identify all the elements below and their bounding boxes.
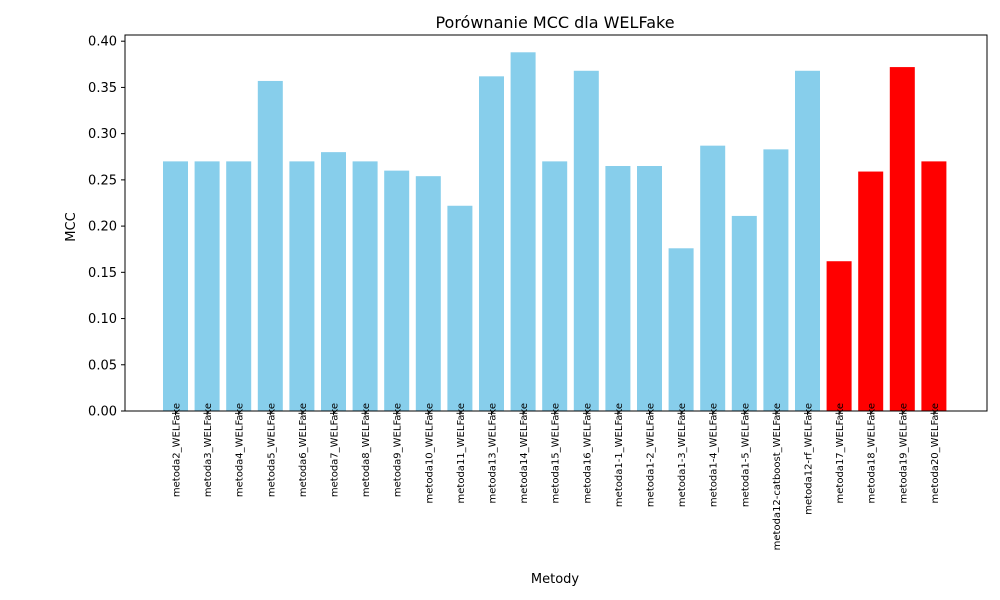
x-tick-label: metoda17_WELFake: [835, 403, 846, 503]
x-tick-label: metoda15_WELFake: [551, 403, 562, 503]
bar-metoda4_WELFake: [226, 161, 252, 411]
y-tick-label: 0.15: [88, 266, 117, 281]
y-tick-label: 0.10: [88, 312, 117, 327]
x-tick-label: metoda14_WELFake: [519, 403, 530, 503]
x-tick-label: metoda4_WELFake: [235, 403, 246, 497]
bar-metoda15_WELFake: [542, 161, 568, 411]
bar-metoda13_WELFake: [479, 76, 504, 411]
x-tick-label: metoda12-rf_WELFake: [804, 403, 815, 515]
x-tick-label: metoda20_WELFake: [930, 403, 941, 503]
bar-metoda16_WELFake: [573, 70, 599, 411]
x-tick-label: metoda16_WELFake: [582, 403, 593, 503]
bar-metoda19_WELFake: [889, 67, 915, 411]
bar-metoda1-1_WELFake: [605, 166, 631, 411]
bars-group: [163, 52, 947, 412]
x-tick-label: metoda11_WELFake: [456, 403, 467, 503]
x-tick-label: metoda13_WELFake: [488, 403, 499, 503]
bar-metoda10_WELFake: [415, 176, 441, 411]
x-tick-label: metoda18_WELFake: [867, 403, 878, 503]
x-ticks-group: metoda2_WELFake metoda3_WELFake metoda4_WE…: [172, 403, 941, 550]
bar-metoda2_WELFake: [163, 161, 188, 411]
x-tick-label: metoda1-5_WELFake: [740, 403, 751, 507]
y-ticks-group: 0.00 0.05 0.10 0.15 0.20 0.25 0.30 0.35 0.40: [88, 35, 125, 420]
y-tick-label: 0.25: [88, 173, 117, 188]
x-tick-label: metoda7_WELFake: [330, 403, 341, 497]
bar-metoda3_WELFake: [194, 161, 220, 411]
bar-metoda1-2_WELFake: [637, 166, 662, 411]
bar-metoda14_WELFake: [510, 52, 536, 411]
x-tick-label: metoda1-3_WELFake: [677, 403, 688, 507]
x-tick-label: metoda9_WELFake: [393, 403, 404, 497]
bar-metoda6_WELFake: [289, 161, 315, 411]
y-tick-label: 0.30: [88, 127, 117, 142]
x-tick-label: metoda6_WELFake: [298, 403, 309, 497]
bar-metoda7_WELFake: [321, 152, 346, 411]
bar-metoda1-3_WELFake: [668, 248, 694, 411]
bar-metoda5_WELFake: [257, 80, 283, 411]
x-tick-label: metoda2_WELFake: [172, 403, 183, 497]
bar-metoda17_WELFake: [826, 261, 852, 411]
bar-metoda11_WELFake: [447, 205, 473, 411]
y-tick-label: 0.40: [88, 35, 117, 50]
x-tick-label: metoda1-1_WELFake: [614, 403, 625, 507]
x-axis-label: Metody: [531, 572, 580, 587]
x-tick-label: metoda1-2_WELFake: [646, 403, 657, 507]
x-tick-label: metoda19_WELFake: [898, 403, 909, 503]
x-tick-label: metoda3_WELFake: [203, 403, 214, 497]
bar-metoda1-4_WELFake: [700, 145, 726, 411]
bar-metoda18_WELFake: [858, 171, 884, 411]
y-tick-label: 0.05: [88, 358, 117, 373]
bar-metoda20_WELFake: [921, 161, 947, 411]
x-tick-label: metoda5_WELFake: [266, 403, 277, 497]
bar-metoda1-5_WELFake: [731, 215, 757, 411]
bar-metoda12-catboost_WELFake: [763, 149, 789, 412]
x-tick-label: metoda8_WELFake: [361, 403, 372, 497]
bar-metoda9_WELFake: [384, 170, 410, 411]
y-tick-label: 0.20: [88, 220, 117, 235]
y-axis-label: MCC: [64, 212, 79, 241]
y-tick-label: 0.00: [88, 405, 117, 420]
plot-frame: [124, 34, 988, 412]
x-tick-label: metoda10_WELFake: [424, 403, 435, 503]
x-tick-label: metoda12-catboost_WELFake: [772, 403, 783, 550]
bar-metoda12-rf_WELFake: [795, 70, 820, 411]
y-tick-label: 0.35: [88, 81, 117, 96]
chart-title: Porównanie MCC dla WELFake: [435, 13, 674, 32]
bar-metoda8_WELFake: [352, 161, 378, 411]
x-tick-label: metoda1-4_WELFake: [709, 403, 720, 507]
